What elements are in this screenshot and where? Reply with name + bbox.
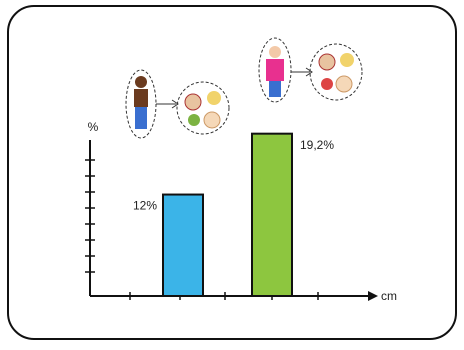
value-label: 12%	[133, 199, 157, 213]
y-axis-label: %	[88, 120, 99, 134]
x-axis-label: cm	[381, 289, 397, 303]
illustration-2	[258, 37, 363, 103]
illustration-1	[125, 69, 230, 139]
bar	[251, 132, 293, 297]
bar	[162, 193, 204, 297]
x-axis-arrow	[368, 291, 378, 301]
value-label: 19,2%	[300, 138, 334, 152]
